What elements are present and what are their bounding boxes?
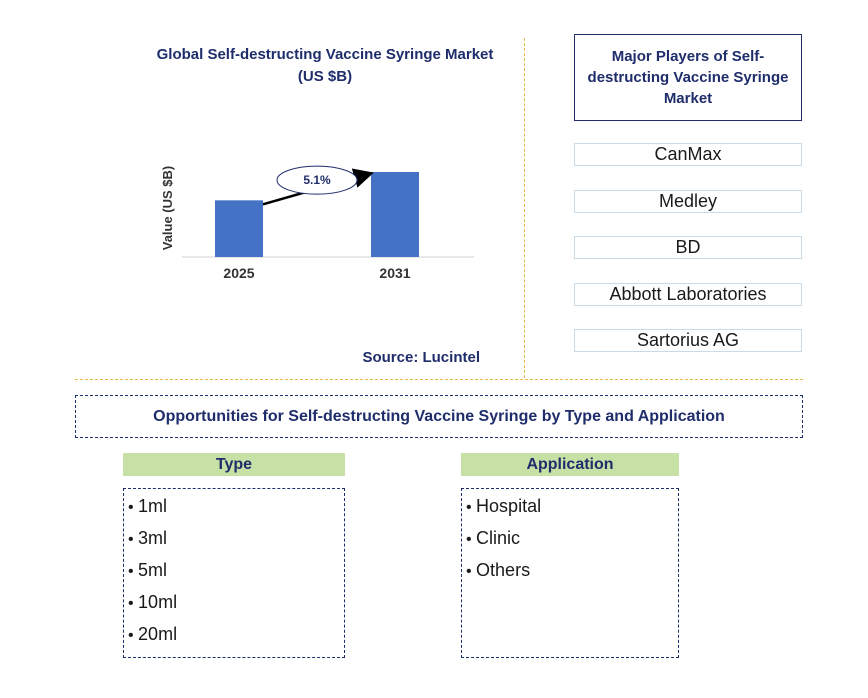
players-title: Major Players of Self-destructing Vaccin… bbox=[574, 34, 802, 121]
horizontal-divider bbox=[75, 379, 803, 380]
list-item: 3ml bbox=[128, 523, 344, 555]
x-tick-label: 2025 bbox=[223, 265, 254, 281]
opportunities-title: Opportunities for Self-destructing Vacci… bbox=[75, 395, 803, 438]
bar-chart: Value (US $B) 2025 2031 5.1% bbox=[160, 165, 474, 281]
player-item: CanMax bbox=[574, 143, 802, 166]
x-tick-label: 2031 bbox=[379, 265, 410, 281]
player-item: BD bbox=[574, 236, 802, 259]
y-axis-label: Value (US $B) bbox=[160, 166, 175, 251]
player-item: Sartorius AG bbox=[574, 329, 802, 352]
growth-label: 5.1% bbox=[303, 173, 331, 187]
type-list: 1ml 3ml 5ml 10ml 20ml bbox=[123, 488, 345, 658]
player-item: Medley bbox=[574, 190, 802, 213]
bar-2025 bbox=[215, 200, 263, 257]
list-item: 10ml bbox=[128, 587, 344, 619]
chart-title: Global Self-destructing Vaccine Syringe … bbox=[156, 46, 494, 85]
list-item: Others bbox=[466, 555, 678, 587]
application-list: Hospital Clinic Others bbox=[461, 488, 679, 658]
growth-bubble bbox=[276, 165, 358, 195]
bar-2031 bbox=[371, 172, 419, 257]
list-item: 1ml bbox=[128, 491, 344, 523]
list-item: Clinic bbox=[466, 523, 678, 555]
list-item: 20ml bbox=[128, 619, 344, 651]
source-note: Source: Lucintel bbox=[362, 349, 480, 366]
list-item: Hospital bbox=[466, 491, 678, 523]
application-heading: Application bbox=[461, 453, 679, 476]
player-item: Abbott Laboratories bbox=[574, 283, 802, 306]
list-item: 5ml bbox=[128, 555, 344, 587]
vertical-divider bbox=[524, 38, 525, 378]
type-heading: Type bbox=[123, 453, 345, 476]
